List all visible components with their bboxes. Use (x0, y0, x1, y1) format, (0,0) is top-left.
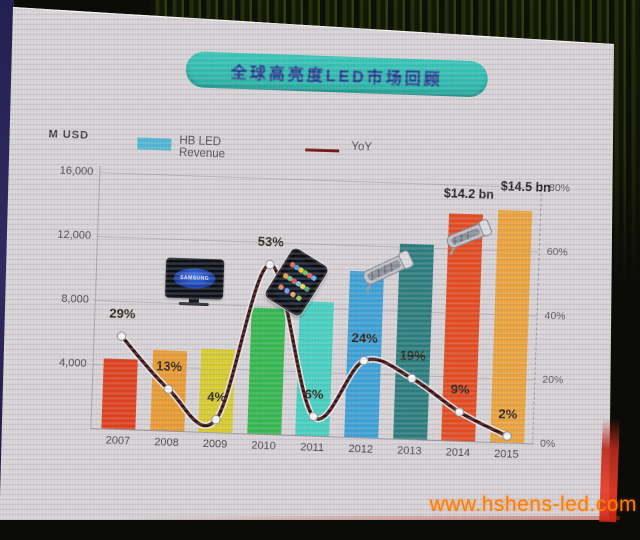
yoy-marker (502, 431, 512, 441)
yoy-label-2007: 29% (109, 305, 136, 322)
yoy-label-2014: 9% (450, 381, 470, 398)
yoy-line (119, 262, 509, 438)
yoy-label-2008: 13% (155, 358, 183, 375)
samsung-logo-text: SAMSUNG (180, 274, 210, 283)
projection-screen: 全球高亮度LED市场回顾 M USD HB LED Revenue YoY 16… (0, 7, 614, 520)
tv-bezel: SAMSUNG (164, 257, 225, 300)
led-street-light-icon (440, 214, 500, 265)
samsung-tv-image: SAMSUNG (164, 257, 225, 312)
yoy-label-2012: 24% (351, 330, 378, 347)
yoy-marker (359, 355, 369, 366)
yoy-line-chart (116, 259, 512, 441)
yoy-marker (308, 411, 318, 422)
yoy-marker (265, 259, 275, 270)
yoy-marker (454, 407, 465, 417)
slide: 全球高亮度LED市场回顾 M USD HB LED Revenue YoY 16… (0, 7, 613, 520)
yoy-label-2015: 2% (498, 405, 518, 422)
watermark-url: www.hshens-led.com (429, 493, 637, 516)
yoy-marker (116, 331, 127, 341)
value-label-2015: $14.5 bn (500, 179, 552, 195)
tv-stand-base (178, 301, 209, 307)
yoy-label-2013: 19% (399, 347, 426, 364)
yoy-label-2009: 4% (207, 389, 227, 405)
yoy-marker (407, 373, 417, 384)
led-street-light-icon (355, 245, 423, 300)
yoy-label-2010: 53% (257, 234, 285, 250)
yoy-marker (163, 384, 174, 394)
bottom-red-glow (120, 516, 620, 520)
yoy-label-2011: 6% (304, 386, 324, 402)
samsung-logo: SAMSUNG (173, 267, 216, 290)
value-label-2014: $14.2 bn (443, 185, 495, 202)
yoy-marker (211, 414, 221, 425)
